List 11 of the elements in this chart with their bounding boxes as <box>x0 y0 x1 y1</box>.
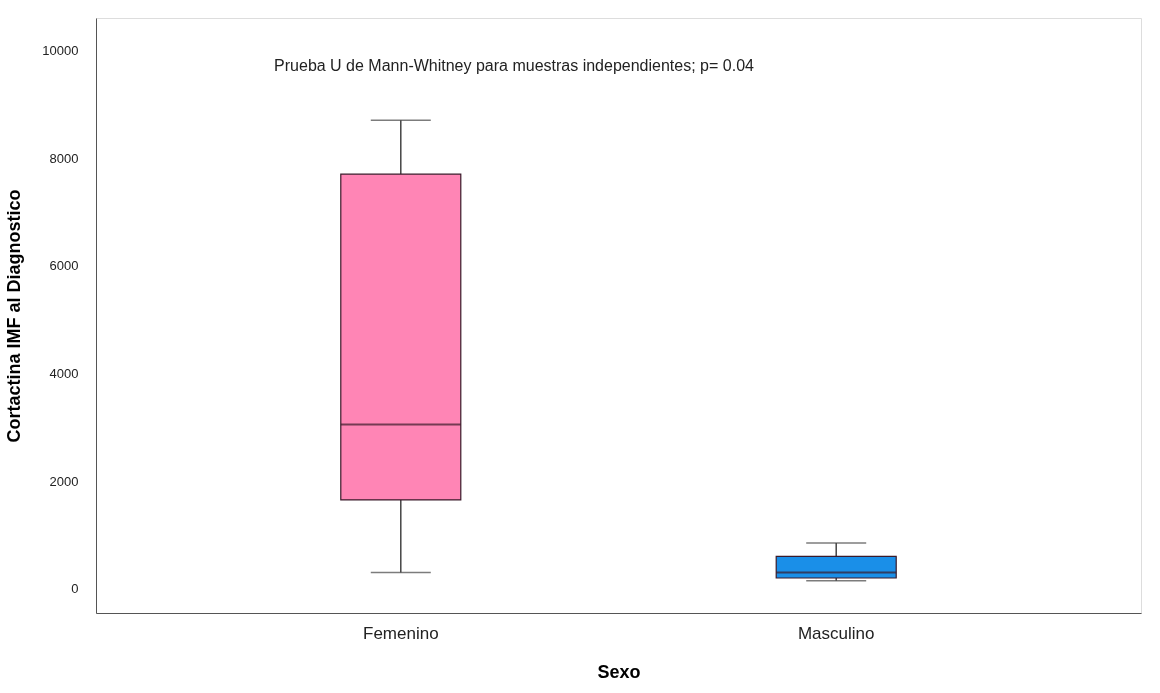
y-axis-title: Cortactina IMF al Diagnostico <box>4 189 25 443</box>
annotation: Prueba U de Mann-Whitney para muestras independientes; p= 0.04 <box>274 57 755 74</box>
y-tick-label: 8000 <box>49 150 79 166</box>
x-tick-label: Femenino <box>362 623 439 643</box>
y-tick-label: 0 <box>71 581 79 597</box>
y-tick-label: 10000 <box>42 42 79 58</box>
x-tick-label: Masculino <box>797 623 875 643</box>
y-tick-label: 6000 <box>49 258 79 274</box>
x-axis-title: Sexo <box>597 661 641 682</box>
y-tick-label: 2000 <box>49 473 79 489</box>
y-tick-label: 4000 <box>49 365 79 381</box>
